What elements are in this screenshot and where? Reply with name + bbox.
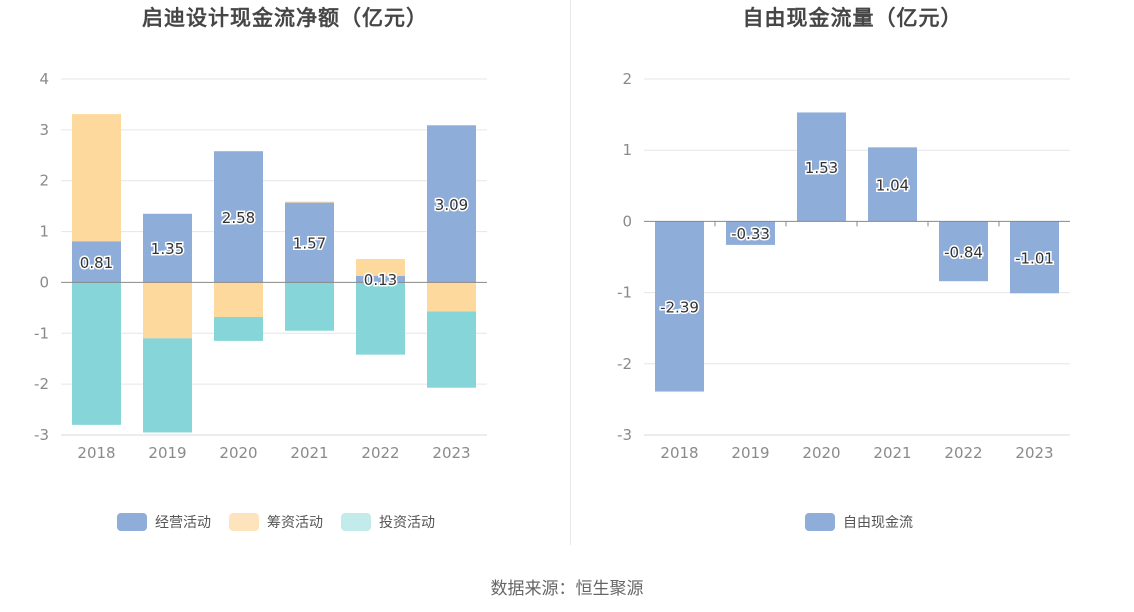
y-tick-label: 1: [622, 141, 632, 159]
data-source-note: 数据来源：恒生聚源: [490, 579, 644, 599]
y-tick-label: -3: [617, 426, 632, 444]
free-cash-flow-chart-title: 自由现金流量（亿元）: [742, 6, 963, 30]
free-cash-flow-chart: -3 -2 -1 0 1 2 2018 2019 2020 2021 2022 2023 -2.39 -0…: [617, 70, 1070, 531]
bar-operating-2020: [214, 151, 263, 283]
bar-free-cash-flow-2023: [1010, 221, 1059, 294]
y-tick-label: 4: [39, 70, 49, 88]
y-tick-label: -2: [34, 375, 49, 393]
bar-operating-2018: [72, 241, 121, 283]
data-label: 1.53: [805, 159, 838, 177]
bar-investing-2018: [72, 282, 121, 425]
data-label: 3.09: [435, 196, 468, 214]
bar-free-cash-flow-2019: [726, 221, 775, 245]
y-tick-label: 1: [39, 223, 49, 241]
x-tick-label: 2021: [290, 444, 328, 462]
bar-operating-2022: [356, 275, 405, 283]
x-tick-label: 2018: [77, 444, 115, 462]
data-label: 1.04: [876, 176, 909, 194]
bar-operating-2021: [285, 202, 334, 283]
panel-divider: [570, 0, 571, 545]
bar-investing-2019: [143, 338, 192, 433]
x-tick-label: 2022: [944, 444, 982, 462]
legend-swatch-operating: [117, 513, 147, 531]
bar-financing-2020: [214, 282, 263, 318]
bar-operating-2019: [143, 213, 192, 283]
y-tick-label: -1: [34, 324, 49, 342]
legend-swatch-financing: [229, 513, 259, 531]
x-tick-label: 2020: [802, 444, 840, 462]
bar-operating-2023: [427, 125, 476, 283]
bar-financing-2018: [72, 114, 121, 242]
x-tick-label: 2020: [219, 444, 257, 462]
data-label: 2.58: [222, 209, 255, 227]
x-tick-label: 2023: [1015, 444, 1053, 462]
data-label: 0.13: [364, 271, 397, 289]
bar-free-cash-flow-2020: [797, 112, 846, 222]
x-tick-label: 2019: [148, 444, 186, 462]
bar-investing-2020: [214, 317, 263, 341]
y-tick-label: 3: [39, 121, 49, 139]
y-tick-label: 0: [39, 273, 49, 291]
bar-financing-2022: [356, 259, 405, 276]
x-tick-label: 2022: [361, 444, 399, 462]
bar-investing-2023: [427, 311, 476, 388]
cash-flow-chart-panel: 启迪设计现金流净额（亿元） -3 -2 -1 0 1 2 3 4 2018 2019 2020 202…: [0, 0, 570, 545]
legend-label-financing: 筹资活动: [267, 514, 323, 531]
legend-label-operating: 经营活动: [155, 515, 211, 531]
bar-investing-2021: [285, 282, 334, 331]
legend-label-investing: 投资活动: [379, 515, 435, 531]
bar-financing-2019: [143, 282, 192, 339]
data-label: -0.84: [944, 243, 983, 261]
bar-financing-2021: [285, 201, 334, 203]
y-tick-label: -3: [34, 426, 49, 444]
legend-swatch-free-cash-flow: [805, 513, 835, 531]
y-tick-label: -2: [617, 355, 632, 373]
bar-investing-2022: [356, 282, 405, 355]
free-cash-flow-chart-panel: 自由现金流量（亿元） -3 -2 -1 0 1 2 2018 2019 2020 2021 2022…: [571, 0, 1134, 545]
bar-free-cash-flow-2018: [655, 221, 704, 392]
x-tick-label: 2019: [731, 444, 769, 462]
cash-flow-chart: -3 -2 -1 0 1 2 3 4 2018 2019 2020 2021 2022 2023 0.81 1…: [34, 70, 487, 531]
data-label: 1.35: [151, 240, 184, 258]
legend-swatch-investing: [341, 513, 371, 531]
x-tick-label: 2018: [660, 444, 698, 462]
data-label: -1.01: [1015, 249, 1054, 267]
bar-financing-2023: [427, 282, 476, 312]
y-tick-label: -1: [617, 284, 632, 302]
data-label: -2.39: [660, 298, 699, 316]
x-tick-label: 2023: [432, 444, 470, 462]
cash-flow-chart-title: 启迪设计现金流净额（亿元）: [142, 6, 428, 30]
legend-label-free-cash-flow: 自由现金流: [843, 515, 913, 531]
y-tick-label: 2: [622, 70, 632, 88]
data-label: -0.33: [731, 225, 770, 243]
y-tick-label: 0: [622, 212, 632, 230]
bar-free-cash-flow-2021: [868, 147, 917, 222]
bar-free-cash-flow-2022: [939, 221, 988, 282]
data-label: 1.57: [293, 235, 326, 253]
y-tick-label: 2: [39, 172, 49, 190]
data-label: 0.81: [80, 254, 113, 272]
x-tick-label: 2021: [873, 444, 911, 462]
